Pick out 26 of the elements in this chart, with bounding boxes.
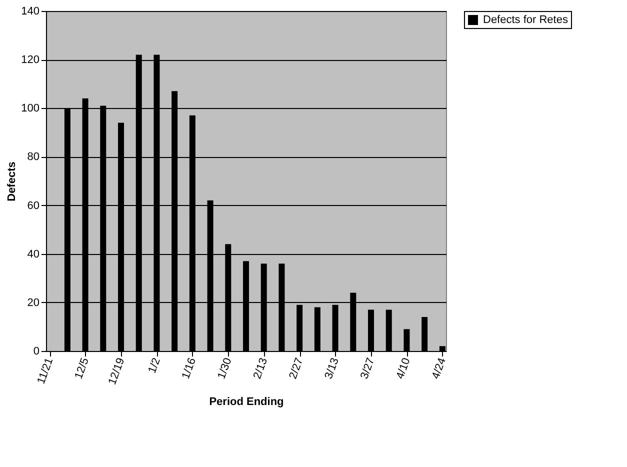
y-tick-label: 20 [27,296,40,309]
x-tick-label: 12/5 [72,356,92,381]
x-axis-title: Period Ending [209,396,284,408]
x-tick-label: 1/16 [180,356,199,381]
legend-label: Defects for Retes [483,14,568,26]
x-tick-label: 2/13 [251,356,270,381]
x-tick-label: 11/21 [35,356,56,386]
x-tick-label: 1/30 [216,356,234,381]
x-tick-label: 3/13 [322,356,342,381]
x-tick-label: 1/2 [146,356,163,375]
bar [422,317,428,351]
x-tick-label: 2/27 [287,356,306,381]
x-tick-label: 12/19 [106,356,128,386]
x-tick-label: 3/27 [358,356,378,381]
y-tick-label: 120 [21,54,40,66]
y-tick-label: 0 [33,346,40,358]
y-axis-title: Defects [6,162,18,202]
x-tick-label: 4/10 [394,356,413,381]
y-tick-label: 100 [21,102,40,115]
bar [386,310,392,351]
y-tick-label: 80 [27,151,40,164]
x-tick-label: 4/24 [430,356,449,381]
y-tick-label: 40 [27,248,40,260]
y-tick-label: 60 [27,200,40,212]
bar [314,307,320,351]
y-tick-label: 140 [21,6,40,18]
